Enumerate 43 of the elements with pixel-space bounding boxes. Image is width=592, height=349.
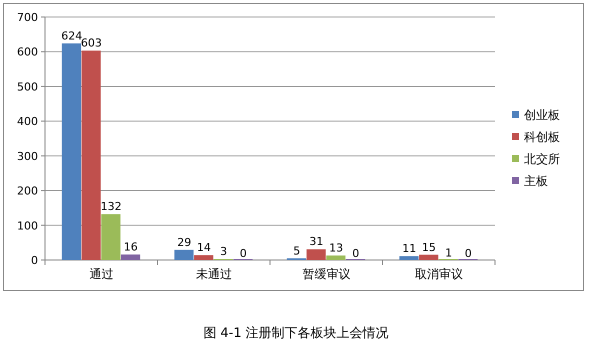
bar bbox=[82, 50, 101, 260]
y-tick-label: 500 bbox=[17, 80, 38, 94]
y-tick-label: 700 bbox=[17, 11, 38, 24]
data-label: 624 bbox=[61, 29, 82, 42]
data-label: 1 bbox=[445, 246, 452, 260]
y-tick-label: 100 bbox=[17, 219, 38, 232]
data-label: 0 bbox=[352, 247, 360, 260]
data-label: 11 bbox=[402, 242, 416, 256]
legend-label: 创业板 bbox=[524, 108, 560, 122]
y-tick-label: 600 bbox=[17, 46, 38, 59]
legend-label: 科创板 bbox=[524, 130, 560, 144]
legend-label: 主板 bbox=[524, 174, 548, 188]
data-label: 603 bbox=[80, 36, 102, 50]
x-tick-label: 未通过 bbox=[196, 267, 232, 281]
bar bbox=[326, 255, 346, 260]
data-label: 0 bbox=[240, 247, 247, 260]
y-tick-label: 400 bbox=[17, 115, 38, 128]
x-tick-label: 通过 bbox=[89, 267, 114, 281]
bar bbox=[62, 43, 82, 260]
bar bbox=[399, 256, 419, 260]
data-label: 29 bbox=[177, 236, 192, 249]
bar bbox=[419, 254, 438, 260]
y-tick-label: 0 bbox=[31, 254, 38, 267]
x-tick-label: 暂缓审议 bbox=[302, 267, 350, 281]
bar bbox=[306, 249, 326, 260]
legend-label: 北交所 bbox=[524, 152, 560, 166]
data-label: 16 bbox=[124, 240, 138, 254]
data-label: 14 bbox=[196, 241, 211, 254]
data-label: 15 bbox=[422, 240, 436, 254]
data-label: 31 bbox=[309, 235, 324, 248]
y-tick-label: 200 bbox=[17, 184, 38, 198]
data-label: 13 bbox=[329, 241, 344, 254]
bar bbox=[194, 255, 214, 260]
bar bbox=[174, 250, 194, 260]
data-label: 5 bbox=[293, 244, 300, 258]
data-label: 132 bbox=[100, 200, 122, 214]
caption: 图 4-1 注册制下各板块上会情况 bbox=[203, 326, 389, 341]
data-label: 0 bbox=[464, 247, 472, 260]
y-tick-label: 300 bbox=[17, 150, 38, 163]
bar bbox=[101, 214, 120, 260]
x-tick-label: 取消审议 bbox=[414, 267, 463, 281]
data-label: 3 bbox=[220, 244, 228, 258]
bar bbox=[120, 254, 140, 260]
